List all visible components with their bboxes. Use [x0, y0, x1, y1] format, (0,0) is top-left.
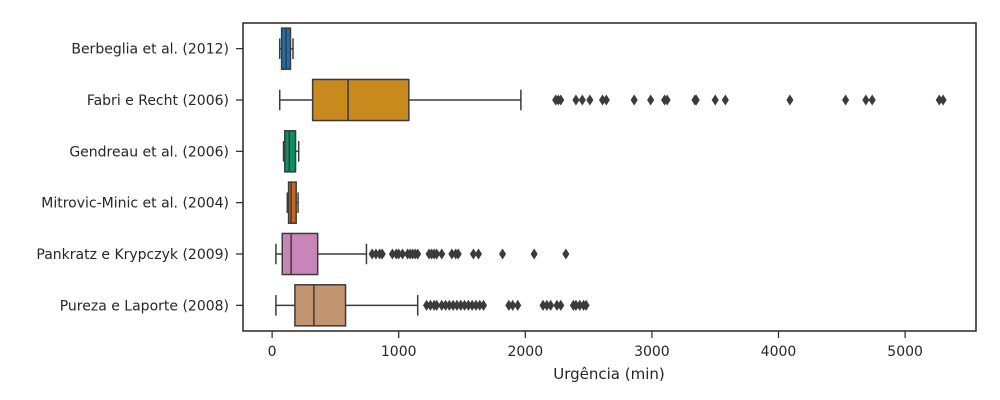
outlier-point	[438, 248, 446, 260]
outlier-point	[454, 248, 462, 260]
outlier-point	[630, 94, 638, 106]
y-axis: Berbeglia et al. (2012) Fabri e Recht (20…	[36, 42, 243, 314]
outlier-point	[562, 248, 570, 260]
x-tick-label: 5000	[887, 344, 923, 360]
outlier-point	[557, 299, 565, 311]
box-group	[275, 284, 590, 327]
plot-frame	[242, 22, 977, 332]
outlier-point	[479, 299, 488, 311]
outlier-point	[721, 94, 729, 106]
outlier-point	[586, 94, 594, 106]
outlier-point	[786, 94, 794, 106]
box-group	[286, 181, 299, 224]
outlier-point	[514, 299, 522, 311]
x-axis: 0 1000 2000 3000 4000 5000	[268, 331, 923, 360]
outlier-point	[433, 299, 441, 311]
box-group	[278, 78, 947, 122]
outlier-point	[414, 248, 422, 260]
outlier-point	[842, 94, 850, 106]
outlier-point	[663, 94, 671, 106]
x-tick-label: 2000	[507, 344, 543, 360]
outlier-point	[692, 94, 700, 106]
plot-area	[275, 27, 947, 327]
box-iqr	[287, 181, 297, 224]
box-group	[282, 130, 300, 173]
outlier-point	[509, 299, 517, 311]
y-tick-label: Mitrovic-Minic et al. (2004)	[41, 196, 229, 212]
box-iqr	[284, 130, 297, 173]
box-iqr	[294, 284, 347, 327]
box-iqr	[311, 78, 410, 122]
outlier-point	[602, 94, 610, 106]
outlier-point	[530, 248, 538, 260]
y-tick-label: Pureza e Laporte (2008)	[60, 298, 229, 314]
y-tick-label: Berbeglia et al. (2012)	[71, 42, 229, 58]
x-tick-label: 1000	[381, 344, 417, 360]
outlier-point	[547, 299, 555, 311]
box-group	[278, 27, 294, 70]
outlier-point	[572, 94, 580, 106]
outlier-point	[498, 248, 507, 260]
x-tick-label: 0	[268, 344, 277, 360]
outlier-point	[862, 94, 870, 106]
outlier-point	[647, 94, 655, 106]
outlier-point	[868, 94, 876, 106]
y-tick-label: Fabri e Recht (2006)	[87, 93, 229, 109]
outlier-point	[711, 94, 719, 106]
outlier-point	[469, 248, 477, 260]
outlier-point	[939, 94, 947, 106]
box-group	[275, 232, 570, 276]
outlier-point	[433, 248, 441, 260]
outlier-point	[398, 248, 407, 260]
box-iqr	[281, 232, 319, 276]
y-tick-label: Gendreau et al. (2006)	[69, 144, 229, 160]
x-axis-label: Urgência (min)	[553, 365, 665, 383]
outlier-point	[378, 248, 386, 260]
outlier-point	[557, 94, 565, 106]
outlier-point	[578, 94, 586, 106]
outlier-point	[582, 299, 590, 311]
x-tick-label: 4000	[761, 344, 797, 360]
y-tick-label: Pankratz e Krypczyk (2009)	[36, 247, 229, 263]
outlier-point	[474, 248, 483, 260]
x-tick-label: 3000	[634, 344, 670, 360]
